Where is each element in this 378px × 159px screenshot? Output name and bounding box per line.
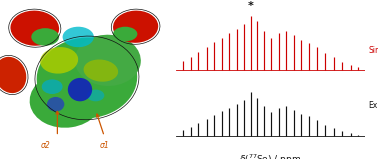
Ellipse shape	[0, 57, 26, 93]
Text: σ2: σ2	[40, 141, 50, 150]
Ellipse shape	[29, 72, 102, 128]
Ellipse shape	[31, 28, 59, 46]
Ellipse shape	[47, 97, 64, 112]
Ellipse shape	[11, 11, 59, 46]
Ellipse shape	[40, 47, 78, 74]
Ellipse shape	[87, 90, 104, 101]
Text: *: *	[248, 1, 254, 11]
Ellipse shape	[68, 78, 92, 101]
Text: $\delta$($^{77}$Se) / ppm: $\delta$($^{77}$Se) / ppm	[239, 152, 301, 159]
Ellipse shape	[75, 35, 141, 86]
Ellipse shape	[84, 59, 118, 82]
Ellipse shape	[37, 38, 137, 118]
Text: σ1: σ1	[99, 141, 109, 150]
Ellipse shape	[113, 27, 137, 41]
Ellipse shape	[113, 11, 158, 43]
Ellipse shape	[63, 27, 94, 47]
Text: Expt: Expt	[369, 101, 378, 110]
Ellipse shape	[42, 79, 63, 94]
Text: Simu: Simu	[369, 46, 378, 55]
